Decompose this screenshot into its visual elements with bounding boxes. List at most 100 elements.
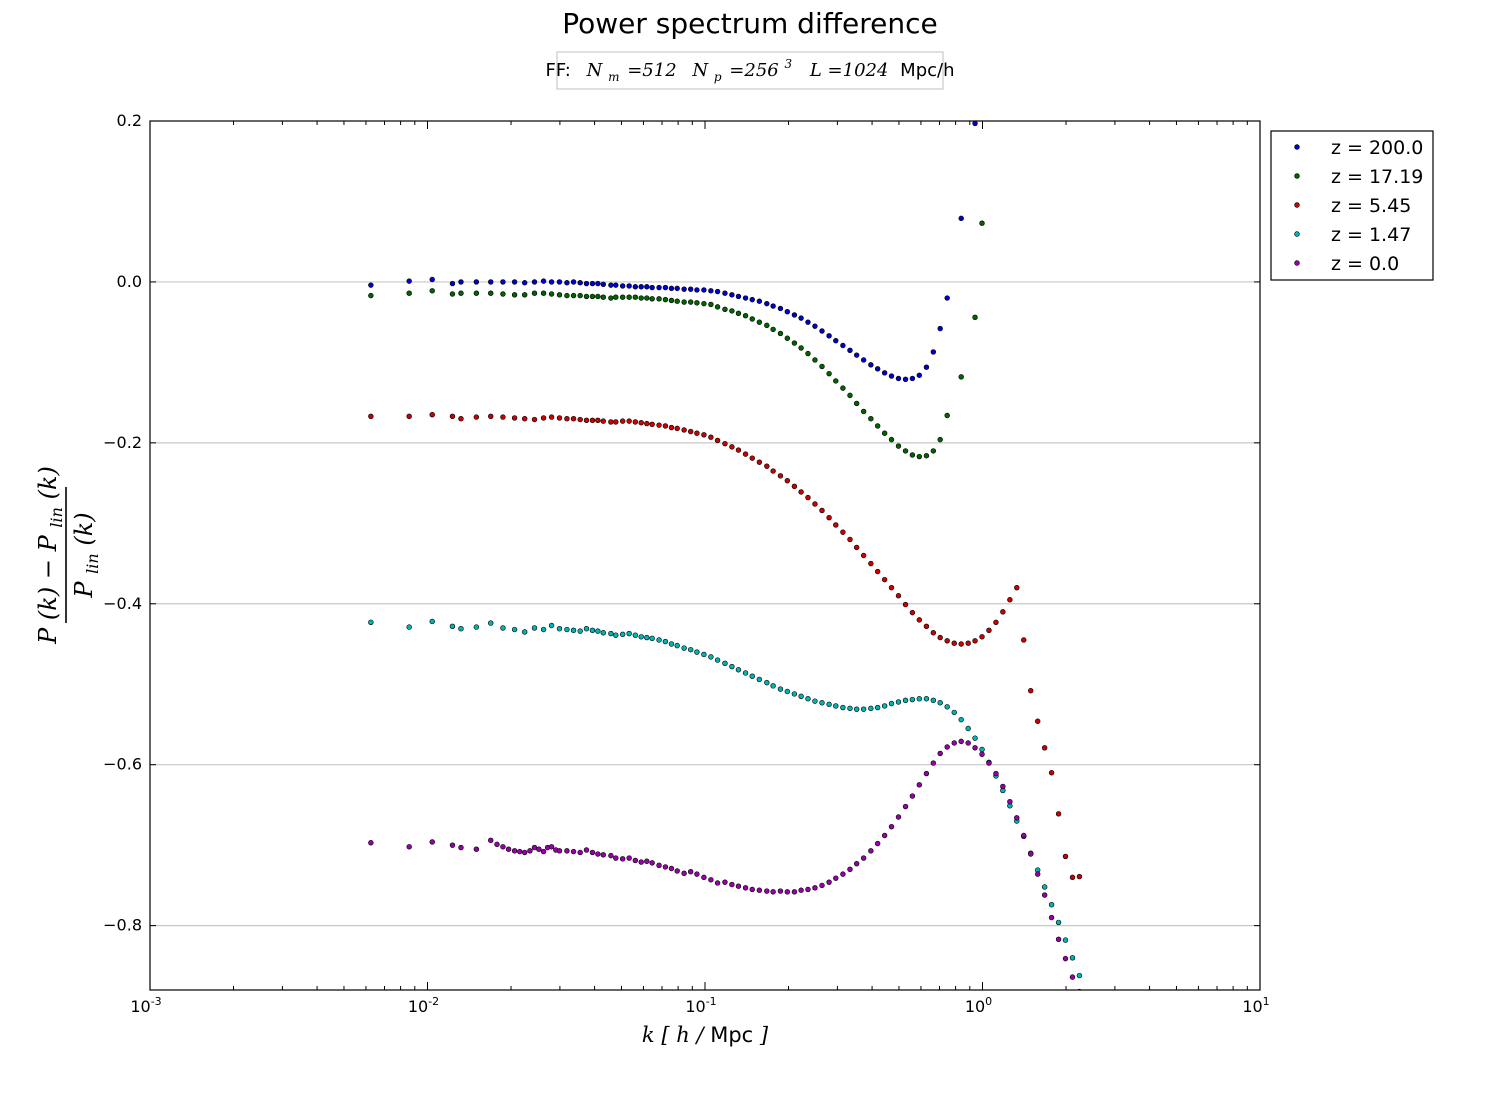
data-point	[1062, 955, 1069, 962]
data-point	[548, 844, 555, 850]
data-point	[429, 618, 435, 625]
data-point	[406, 413, 412, 419]
data-point	[595, 851, 601, 857]
data-point	[694, 649, 700, 655]
data-point	[833, 378, 839, 384]
data-point	[701, 300, 707, 307]
legend-marker	[1294, 173, 1300, 179]
data-point	[694, 287, 700, 293]
data-point	[979, 634, 985, 640]
data-point	[972, 314, 978, 321]
data-point	[577, 849, 583, 856]
data-point	[429, 288, 435, 294]
data-point	[644, 295, 650, 301]
data-point	[429, 411, 435, 418]
data-point	[708, 301, 714, 308]
data-point	[458, 290, 464, 296]
data-point	[895, 699, 902, 705]
data-point	[701, 874, 707, 881]
x-tick-exp: 1	[1263, 995, 1270, 1008]
data-point	[888, 436, 895, 443]
data-point	[930, 760, 937, 766]
data-point	[1062, 853, 1069, 860]
legend: z = 200.0 z = 17.19 z = 5.45 z = 1.47 z = 0.…	[1270, 130, 1434, 281]
data-point	[368, 282, 374, 288]
data-point	[458, 416, 464, 422]
data-point	[488, 837, 494, 844]
data-point	[860, 357, 867, 363]
subtitle-l-value: =1024	[828, 60, 889, 81]
ylabel-num-minus: −	[34, 559, 62, 579]
data-point	[511, 279, 518, 285]
ylabel-num-k: (k)	[34, 587, 62, 620]
data-point	[916, 696, 923, 702]
data-point	[674, 868, 680, 874]
data-point	[860, 552, 867, 559]
data-point	[777, 305, 784, 312]
data-point	[708, 654, 714, 660]
data-point	[888, 823, 895, 830]
data-point	[649, 860, 655, 866]
data-point	[729, 292, 735, 298]
data-point	[756, 319, 763, 325]
data-point	[909, 793, 916, 799]
xlabel-h: h	[676, 1023, 690, 1047]
data-point	[1035, 718, 1041, 724]
data-point	[729, 308, 735, 314]
series-1	[368, 220, 985, 460]
data-point	[626, 418, 632, 424]
data-point	[722, 306, 728, 312]
data-point	[895, 593, 902, 599]
data-point	[406, 278, 412, 284]
data-point	[531, 844, 538, 851]
data-point	[649, 421, 655, 428]
data-point	[826, 879, 832, 885]
data-point	[531, 279, 538, 285]
data-point	[583, 293, 590, 300]
data-point	[656, 862, 662, 868]
data-point	[958, 641, 964, 647]
data-point	[868, 848, 874, 854]
legend-marker	[1294, 144, 1300, 150]
data-point	[608, 419, 614, 425]
data-point	[853, 706, 860, 712]
data-point	[570, 292, 577, 299]
data-point	[548, 414, 555, 420]
data-point	[600, 281, 606, 288]
data-point	[488, 279, 494, 285]
data-point	[570, 627, 577, 634]
data-point	[764, 322, 770, 329]
data-point	[540, 278, 547, 284]
data-point	[570, 279, 577, 285]
y-tick-label: −0.2	[103, 433, 142, 452]
data-point	[819, 363, 825, 370]
data-point	[860, 855, 867, 861]
data-point	[895, 814, 902, 820]
data-point	[531, 416, 538, 423]
data-point	[916, 372, 923, 378]
data-point	[958, 215, 964, 222]
data-point	[583, 626, 590, 632]
data-point	[909, 375, 916, 382]
data-point	[521, 849, 528, 856]
data-point	[531, 625, 538, 631]
data-point	[853, 860, 860, 867]
data-point	[833, 337, 839, 344]
data-point	[619, 283, 626, 289]
data-point	[577, 280, 583, 286]
data-point	[812, 323, 818, 329]
data-point	[613, 419, 619, 425]
data-point	[1041, 884, 1048, 890]
data-point	[937, 325, 943, 332]
x-tick-base: 10	[408, 997, 428, 1016]
data-point	[770, 303, 776, 309]
data-point	[784, 889, 791, 895]
data-point	[595, 628, 601, 634]
data-point	[888, 584, 895, 591]
data-point	[511, 848, 518, 854]
data-point	[564, 848, 570, 854]
series-2	[368, 411, 1083, 881]
data-point	[742, 451, 749, 457]
data-point	[791, 340, 798, 346]
